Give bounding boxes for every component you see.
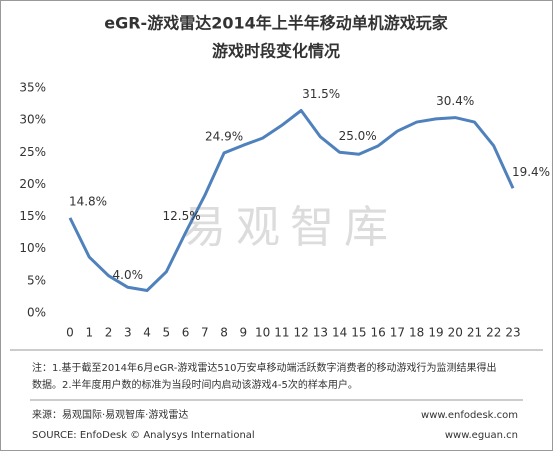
x-tick-label: 16 (371, 326, 386, 340)
x-tick-label: 10 (255, 326, 270, 340)
chart-subtitle: 游戏时段变化情况 (212, 42, 340, 61)
x-tick-label: 2 (105, 326, 113, 340)
x-tick-label: 17 (390, 326, 405, 340)
x-tick-label: 13 (313, 326, 328, 340)
x-tick-label: 20 (448, 326, 463, 340)
x-tick-label: 9 (240, 326, 248, 340)
website: www.enfodesk.com (421, 410, 518, 421)
note: 注：1.基于截至2014年6月eGR-游戏雷达510万安卓移动端活跃数字消费者的… (32, 361, 497, 374)
x-tick-label: 15 (351, 326, 366, 340)
x-tick-label: 3 (124, 326, 132, 340)
x-tick-label: 1 (85, 326, 93, 340)
x-tick-label: 7 (201, 326, 209, 340)
x-tick-label: 11 (274, 326, 289, 340)
y-tick-label: 25% (19, 145, 46, 159)
y-tick-label: 30% (19, 113, 46, 127)
x-tick-label: 21 (467, 326, 482, 340)
source: SOURCE: EnfoDesk © Analysys Internationa… (32, 430, 255, 441)
x-tick-label: 5 (162, 326, 170, 340)
line (68, 109, 515, 292)
data-label: 31.5% (302, 87, 340, 101)
data-label: 30.4% (436, 94, 474, 108)
x-tick-label: 23 (505, 326, 520, 340)
y-tick-label: 15% (19, 209, 46, 223)
y-tick-label: 20% (19, 177, 46, 191)
data-label: 19.4% (512, 165, 550, 179)
x-tick-label: 6 (182, 326, 190, 340)
data-label: 25.0% (339, 129, 377, 143)
chart-title: eGR-游戏雷达2014年上半年移动单机游戏玩家 (104, 14, 448, 33)
y-tick-label: 10% (19, 241, 46, 255)
x-tick-label: 14 (332, 326, 347, 340)
note: 数据。2.半年度用户数的标准为当段时间内启动该游戏4-5次的样本用户。 (32, 378, 358, 391)
x-tick-label: 8 (220, 326, 228, 340)
data-label: 24.9% (205, 129, 243, 143)
x-tick-label: 22 (486, 326, 501, 340)
website: www.eguan.cn (445, 430, 518, 441)
x-tick-label: 0 (66, 326, 74, 340)
data-label: 14.8% (69, 194, 107, 208)
data-label: 4.0% (113, 268, 144, 282)
y-tick-label: 0% (27, 306, 46, 320)
x-tick-label: 12 (293, 326, 308, 340)
x-tick-label: 4 (143, 326, 151, 340)
y-tick-label: 5% (27, 273, 46, 287)
source: 来源：易观国际·易观智库·游戏雷达 (32, 408, 188, 421)
x-tick-label: 18 (409, 326, 424, 340)
watermark: 易观智库 (182, 202, 398, 253)
data-label: 12.5% (163, 209, 201, 223)
x-tick-label: 19 (428, 326, 443, 340)
y-tick-label: 35% (19, 81, 46, 95)
